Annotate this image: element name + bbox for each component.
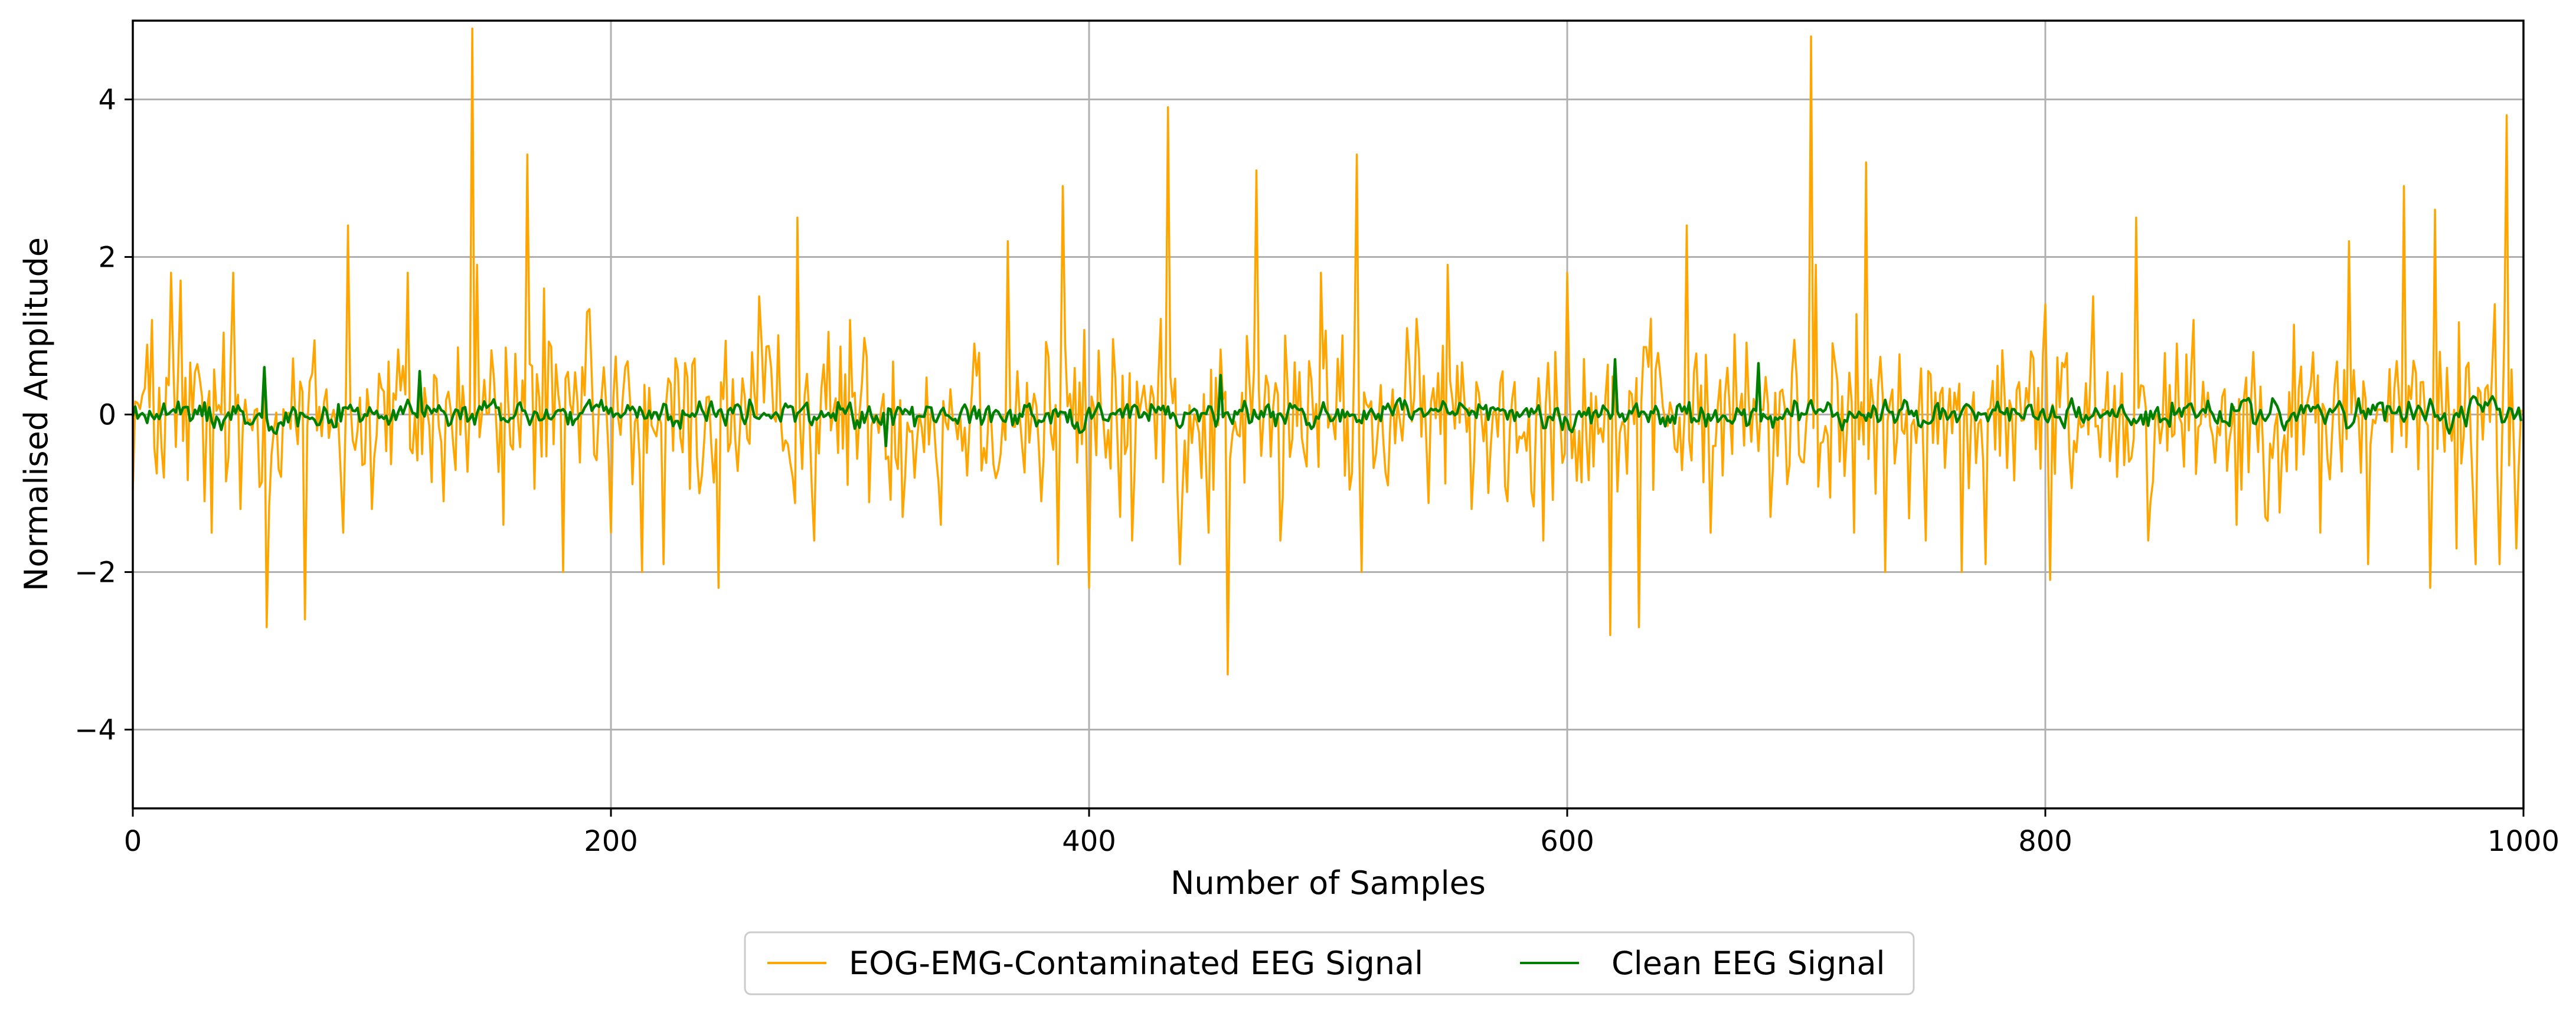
legend: EOG-EMG-Contaminated EEG Signal Clean EE… [744,931,1915,995]
series-layer [131,27,2523,676]
y-tick-label: 4 [98,84,116,117]
x-tick-label: 800 [2018,825,2072,858]
legend-box [744,931,1915,995]
y-tick-label: 2 [98,241,116,274]
x-tick-label: 0 [124,825,142,858]
x-tick-label: 600 [1540,825,1594,858]
y-tick-label: −4 [74,714,116,747]
series-line-contaminated [132,27,2522,676]
y-tick-label: −2 [74,556,116,589]
x-axis-label: Number of Samples [1171,864,1486,902]
y-axis-label: Normalised Amplitude [18,237,55,591]
x-axis-ticks: 0 200 400 600 800 1000 [124,808,2559,858]
x-tick-label: 400 [1062,825,1116,858]
y-axis-ticks: 4 2 0 −2 −4 [74,84,133,747]
y-tick-label: 0 [98,399,116,432]
series-line-clean [131,358,2523,448]
x-tick-label: 1000 [2487,825,2559,858]
legend-label-clean: Clean EEG Signal [1611,945,1885,982]
x-tick-label: 200 [584,825,638,858]
legend-label-contaminated: EOG-EMG-Contaminated EEG Signal [849,945,1423,982]
